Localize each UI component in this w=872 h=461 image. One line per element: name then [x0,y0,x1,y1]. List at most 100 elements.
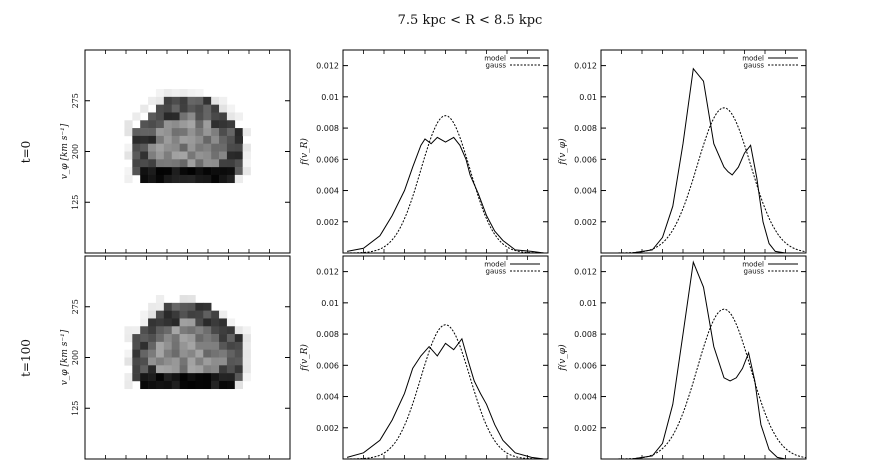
row2-col1-cell [140,365,149,374]
row1-col1-cell [140,151,149,160]
row2-col1-cell [187,326,196,335]
row1-col1-cell [211,120,220,129]
row1-col1-cell [195,174,204,184]
row1-col1-cell [195,104,204,113]
row1-col1-cell [155,143,165,152]
row1-col1-cell [203,112,212,121]
row1-col1-cell [124,143,133,152]
row2-col1-cell [234,380,243,390]
row1-col1-cell [163,151,173,160]
row1-col1-cell [140,135,149,144]
row2-col1-cell [219,380,228,390]
row2-col1-cell [124,334,133,343]
row2-col1-cell [219,310,228,319]
row2-col1-cell [195,326,204,335]
row1-col1-cell [179,112,188,121]
row1-col1-cell [163,96,173,105]
row1-col1-cell [242,167,251,176]
row2-col1-cell [226,334,236,343]
row2-col2-ytick-label: 0.002 [316,424,339,433]
row2-col2-ytick-label: 0.006 [316,361,339,370]
row2-col1-cell [211,373,220,382]
row1-col1-cell [124,151,133,160]
row1-col1-cell [203,96,212,105]
row2-col1-cell [132,357,141,366]
row2-col1-cell [195,373,204,382]
row1-col1-cell [211,151,220,160]
row2-col1-cell [203,302,212,311]
row1-col1-cell [171,135,180,144]
row1-col1-cell [163,128,173,137]
row2-col1-cell [171,380,180,390]
row2-col3-ytick-label: 0.01 [579,299,597,308]
row2-col1-cell [148,302,157,311]
row2-col1-cell [203,373,212,382]
row2-col1-cell [187,357,196,366]
row1-col1-cell [234,159,243,168]
row2-col1-cell [242,334,251,343]
row1-col1-cell [203,159,212,168]
row2-col1-ytick-label: 275 [71,299,80,314]
row2-col1-cell [226,380,236,390]
row1-col2-ytick-label: 0.006 [316,155,339,164]
row2-col1-cell [211,357,220,366]
row1-col1-cell [155,128,165,137]
row1-col1-cell [179,104,188,113]
row1-col1-cell [148,159,157,168]
row1-col1-cell [124,120,133,129]
row2-col1-cell [163,334,173,343]
row1-col1-cell [195,135,204,144]
row1-col1-cell [179,167,188,176]
row2-col1-cell [226,373,236,382]
row1-col3-ytick-label: 0.002 [574,218,597,227]
row1-col1-cell [211,96,220,105]
row2-col1-cell [219,334,228,343]
row2-col1-cell [132,326,141,335]
row1-col1-cell [171,120,180,129]
row1-col1-ytick-label: 200 [71,144,80,159]
row2-col1-cell [124,373,133,382]
row1-col1-cell [219,135,228,144]
row2-col1-cell [211,310,220,319]
row1-col1-cell [219,174,228,184]
row1-col1-cell [155,151,165,160]
row2-col1-cell [163,349,173,358]
row2-col1-cell [234,326,243,335]
row1-col3-legend-model-label: model [742,55,764,63]
row2-col1-cell [187,365,196,374]
row1-col1-cell [234,112,243,121]
row1-col3-ytick-label: 0.012 [574,62,597,71]
row1-col1-cell [163,135,173,144]
row1-col3-ytick-label: 0.01 [579,93,597,102]
row1-col1-cell [148,96,157,105]
row2-col1-cell [179,310,188,319]
row1-col1-cell [187,104,196,113]
row1-col1-cell [140,159,149,168]
row1-col1-cell [179,159,188,168]
row1-col1-cell [148,128,157,137]
row2-col1-cell [187,334,196,343]
row2-col1-cell [171,302,180,311]
row2-col3-ylabel: f(v_φ) [557,344,568,372]
row1-col1-cell [195,128,204,137]
row1-col1-cell [179,151,188,160]
row1-col1-cell [234,174,243,184]
row1-col1-cell [226,159,236,168]
row1-col1-cell [132,128,141,137]
row2-col1-cell [187,349,196,358]
row1-col1-cell [124,174,133,184]
row1-col1-cell [203,151,212,160]
row1-col1-cell [226,135,236,144]
row1-col1-cell [242,143,251,152]
row1-col1-cell [187,112,196,121]
row1-col1-cell [148,120,157,129]
row1-col1-cell [132,143,141,152]
row1-col1-cell [211,174,220,184]
row2-col1-cell [179,365,188,374]
row2-col1-cell [148,373,157,382]
row2-col1-cell [155,295,165,304]
row2-col1-cell [155,334,165,343]
row1-col2-ytick-label: 0.012 [316,62,339,71]
row1-col1-cell [132,167,141,176]
